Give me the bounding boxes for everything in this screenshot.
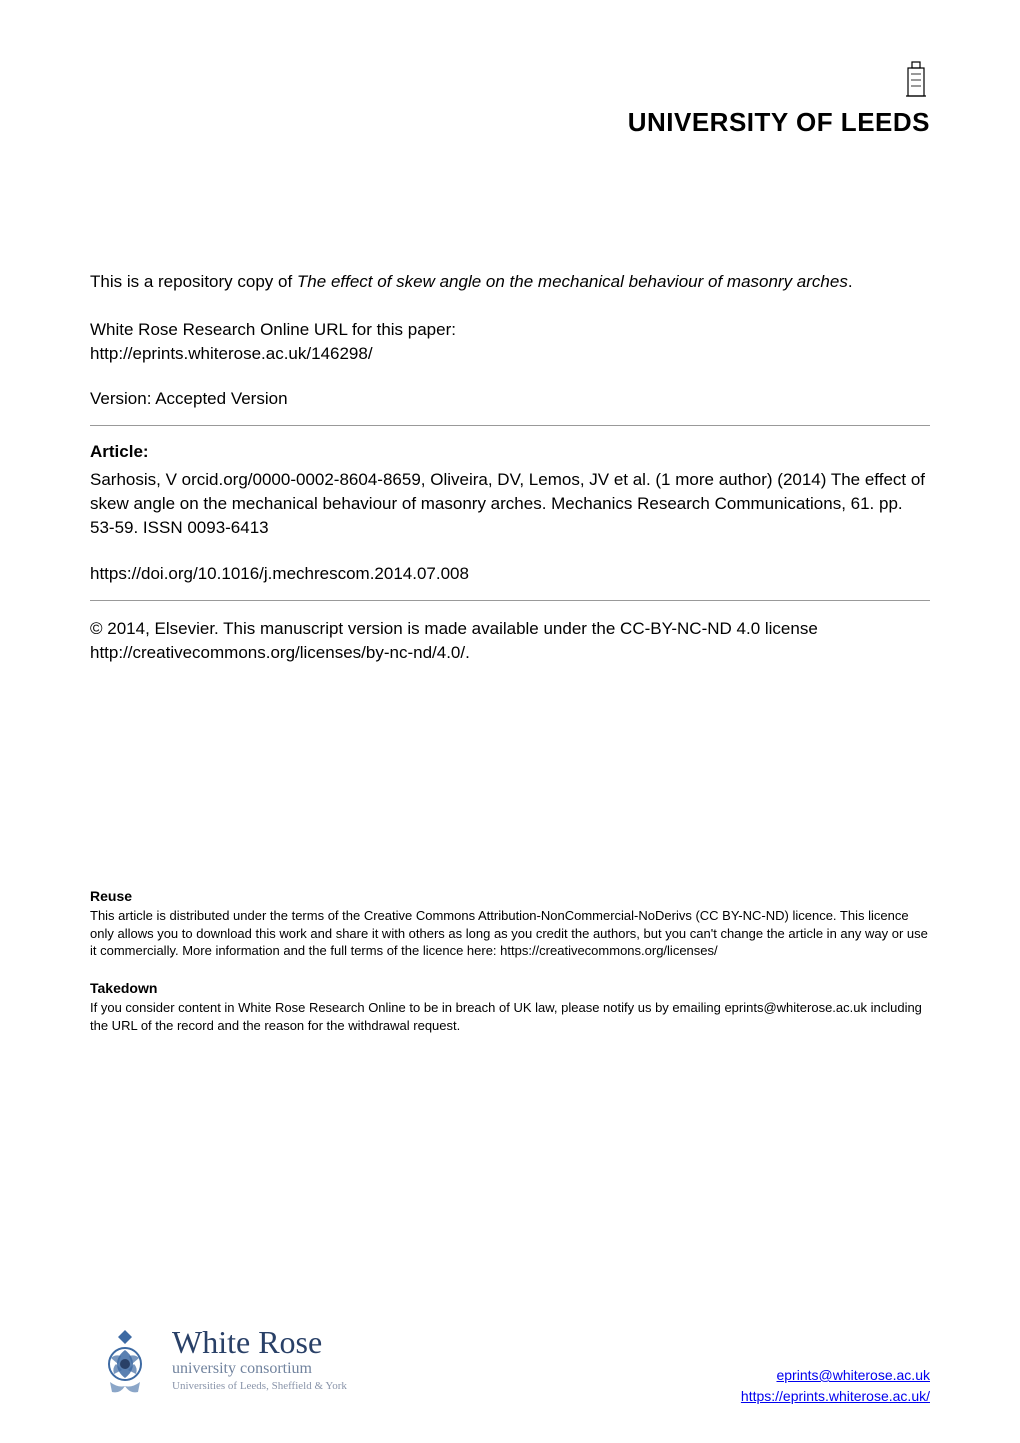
footer-logo: White Rose university consortium Univers…	[90, 1326, 347, 1407]
reuse-text: This article is distributed under the te…	[90, 907, 930, 960]
article-heading: Article:	[90, 442, 930, 462]
footer-logo-text: White Rose university consortium Univers…	[172, 1326, 347, 1392]
repository-statement: This is a repository copy of The effect …	[90, 270, 930, 294]
version-label: Version: Accepted Version	[90, 389, 930, 409]
footer-logo-name: White Rose	[172, 1326, 347, 1358]
footer-logo-universities: Universities of Leeds, Sheffield & York	[172, 1380, 347, 1392]
url-block: White Rose Research Online URL for this …	[90, 318, 930, 366]
license-text: © 2014, Elsevier. This manuscript versio…	[90, 617, 930, 665]
footer-email-link[interactable]: eprints@whiterose.ac.uk	[776, 1367, 930, 1383]
white-rose-icon	[90, 1326, 160, 1407]
footer: White Rose university consortium Univers…	[90, 1326, 930, 1407]
institution-logo: UNIVERSITY OF LEEDS	[628, 60, 930, 138]
main-content: This is a repository copy of The effect …	[90, 270, 930, 1034]
institution-name: UNIVERSITY OF LEEDS	[628, 107, 930, 138]
footer-logo-sub: university consortium	[172, 1360, 347, 1378]
divider-top	[90, 425, 930, 426]
takedown-section: Takedown If you consider content in Whit…	[90, 980, 930, 1034]
paper-title: The effect of skew angle on the mechanic…	[297, 272, 848, 291]
reuse-section: Reuse This article is distributed under …	[90, 888, 930, 960]
takedown-heading: Takedown	[90, 980, 930, 996]
article-doi: https://doi.org/10.1016/j.mechrescom.201…	[90, 564, 930, 584]
url-value: http://eprints.whiterose.ac.uk/146298/	[90, 342, 930, 366]
footer-site-link[interactable]: https://eprints.whiterose.ac.uk/	[741, 1388, 930, 1404]
leeds-tower-icon	[902, 60, 930, 103]
spacer	[90, 688, 930, 888]
repo-suffix: .	[848, 272, 853, 291]
url-label: White Rose Research Online URL for this …	[90, 318, 930, 342]
takedown-text: If you consider content in White Rose Re…	[90, 999, 930, 1034]
article-citation: Sarhosis, V orcid.org/0000-0002-8604-865…	[90, 468, 930, 539]
footer-links: eprints@whiterose.ac.uk https://eprints.…	[741, 1365, 930, 1407]
repo-prefix: This is a repository copy of	[90, 272, 297, 291]
divider-mid	[90, 600, 930, 601]
reuse-heading: Reuse	[90, 888, 930, 904]
